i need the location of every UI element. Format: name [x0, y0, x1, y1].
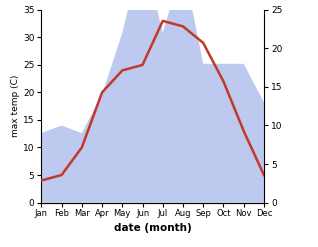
- Y-axis label: max temp (C): max temp (C): [11, 75, 20, 137]
- X-axis label: date (month): date (month): [114, 223, 191, 233]
